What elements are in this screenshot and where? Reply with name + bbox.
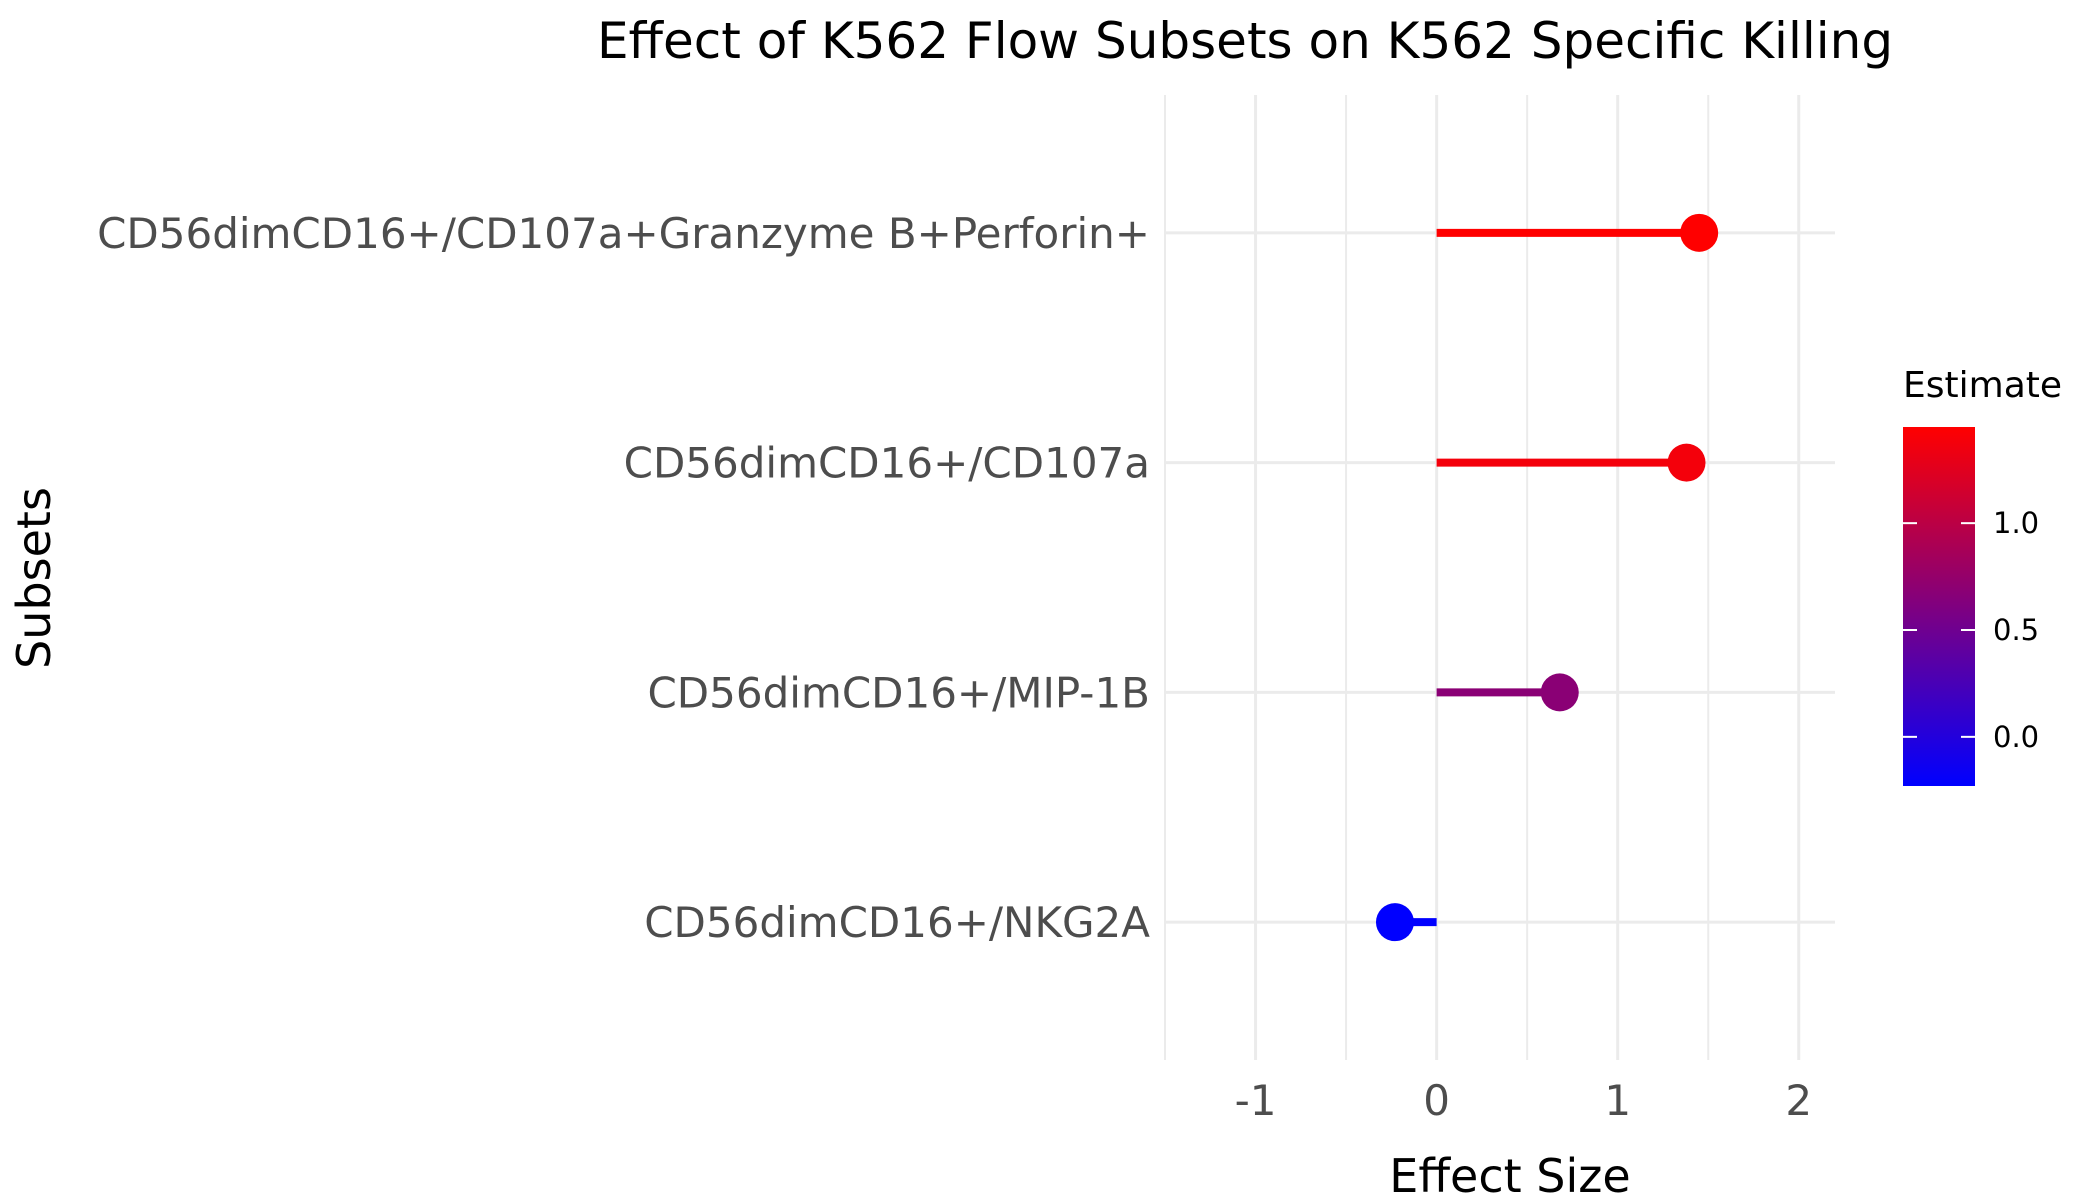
lollipop-point [1375, 903, 1414, 942]
lollipop-stems [1394, 228, 1700, 927]
lollipop-point [1540, 673, 1579, 712]
legend-ticks: 0.0 0.5 1.0 [1903, 506, 2039, 754]
legend-tick-label: 0.0 [1993, 720, 2039, 754]
color-legend: Estimate 0.0 0.5 1.0 [1903, 365, 2062, 786]
x-tick-label: 2 [1785, 1076, 1812, 1125]
legend-tick-label: 0.5 [1993, 613, 2039, 647]
y-tick-label: CD56dimCD16+/CD107a+Granzyme B+Perforin+ [97, 209, 1150, 258]
lollipop-point [1667, 443, 1706, 482]
legend-title: Estimate [1903, 365, 2062, 406]
x-axis-title: Effect Size [1389, 1149, 1630, 1200]
x-tick-labels: -1 0 1 2 [1235, 1076, 1813, 1125]
x-tick-label: -1 [1235, 1076, 1277, 1125]
y-tick-label: CD56dimCD16+/MIP-1B [647, 668, 1150, 717]
y-tick-label: CD56dimCD16+/NKG2A [644, 898, 1150, 947]
lollipop-points [1375, 213, 1719, 942]
lollipop-point [1680, 213, 1719, 252]
x-tick-label: 0 [1423, 1076, 1450, 1125]
x-tick-label: 1 [1604, 1076, 1631, 1125]
plot-grid [1164, 95, 1835, 1060]
chart-title: Effect of K562 Flow Subsets on K562 Spec… [597, 12, 1893, 70]
y-axis-title: Subsets [7, 487, 61, 669]
legend-tick-label: 1.0 [1993, 506, 2039, 540]
y-tick-label: CD56dimCD16+/CD107a [624, 439, 1150, 488]
legend-colorbar [1903, 427, 1975, 786]
y-tick-labels: CD56dimCD16+/CD107a+Granzyme B+Perforin+… [97, 209, 1150, 947]
